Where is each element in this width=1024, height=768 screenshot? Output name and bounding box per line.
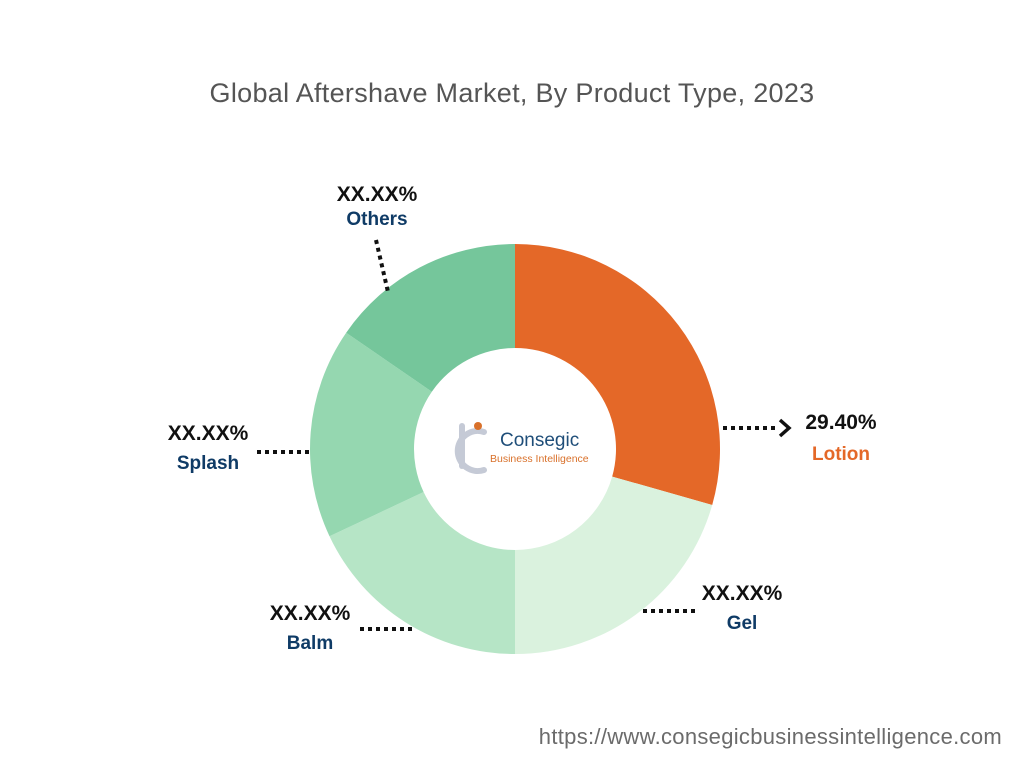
slice-balm xyxy=(329,492,515,654)
arrow-icon xyxy=(778,418,792,438)
data-label-gel: XX.XX% xyxy=(702,582,783,605)
category-label-balm: Balm xyxy=(287,633,333,654)
slice-lotion xyxy=(515,244,721,505)
slice-labels: 29.40% Lotion XX.XX% Gel XX.XX% Balm XX.XX% Spl… xyxy=(168,183,877,654)
slice-splash xyxy=(310,332,432,537)
data-label-lotion: 29.40% xyxy=(805,411,877,434)
category-label-splash: Splash xyxy=(177,453,239,474)
donut-slices xyxy=(310,244,721,654)
slice-gel xyxy=(515,476,713,654)
leader-line-others xyxy=(374,239,390,293)
chart-title: Global Aftershave Market, By Product Typ… xyxy=(209,78,815,108)
logo-mark-icon xyxy=(454,422,487,474)
slice-others xyxy=(346,244,515,392)
category-label-others: Others xyxy=(346,209,407,230)
leader-lines xyxy=(257,239,792,631)
logo-name: Consegic xyxy=(500,430,579,451)
data-label-balm: XX.XX% xyxy=(270,602,351,625)
category-label-gel: Gel xyxy=(727,613,758,634)
data-label-splash: XX.XX% xyxy=(168,422,249,445)
data-label-others: XX.XX% xyxy=(337,183,418,206)
logo-tagline: Business Intelligence xyxy=(490,453,589,465)
category-label-lotion: Lotion xyxy=(812,444,870,465)
consegic-logo: Consegic Business Intelligence xyxy=(454,422,589,474)
source-url: https://www.consegicbusinessintelligence… xyxy=(538,724,1002,749)
